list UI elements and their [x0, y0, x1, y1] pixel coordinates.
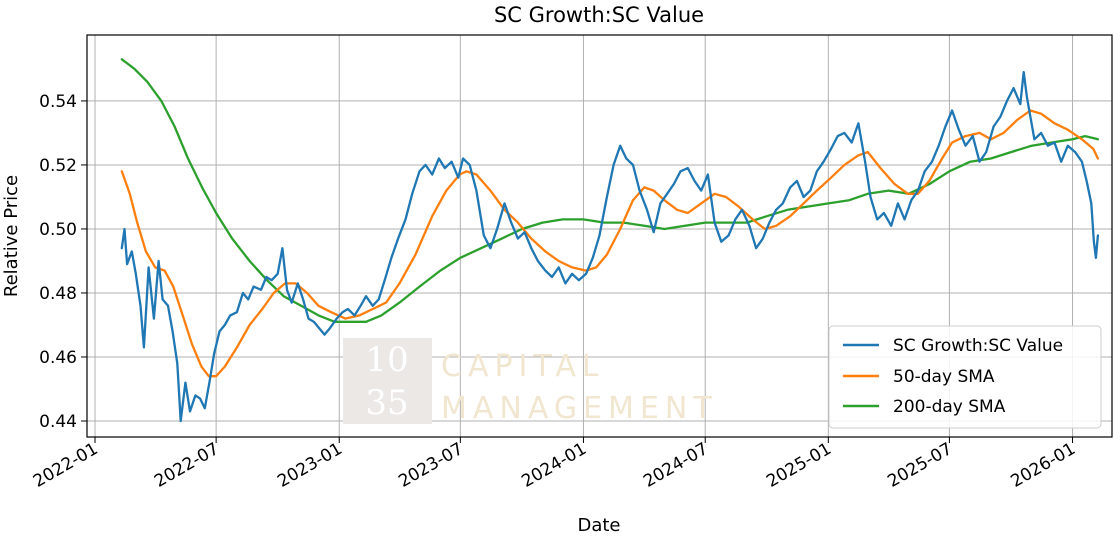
legend-label-sc-growth-sc-value: SC Growth:SC Value — [893, 336, 1063, 356]
watermark-logo-box — [343, 338, 432, 424]
y-axis-ticks: 0.44 0.46 0.48 0.50 0.52 0.54 — [39, 92, 87, 432]
y-tick-label: 0.52 — [39, 156, 77, 176]
legend-box — [828, 325, 1102, 429]
series-line-50-day-sma — [120, 109, 1100, 378]
y-tick-label: 0.46 — [39, 348, 77, 368]
chart-title: SC Growth:SC Value — [494, 3, 704, 27]
legend: SC Growth:SC Value 50-day SMA 200-day SM… — [828, 325, 1102, 429]
y-tick-label: 0.48 — [39, 284, 77, 304]
watermark-text-top: CAPITAL — [441, 349, 605, 384]
x-axis-label: Date — [577, 515, 620, 536]
y-axis-label: Relative Price — [1, 175, 22, 297]
watermark-text-bottom: MANAGEMENT — [441, 391, 718, 426]
y-tick-label: 0.50 — [39, 220, 77, 240]
watermark-logo-top: 10 — [365, 340, 408, 380]
legend-label-50-day-sma: 50-day SMA — [893, 367, 995, 387]
watermark-logo-bottom: 35 — [365, 383, 408, 423]
series-line-200-day-sma — [120, 58, 1100, 323]
y-tick-label: 0.54 — [39, 92, 77, 112]
watermark: 10 35 CAPITAL MANAGEMENT — [343, 338, 718, 426]
legend-label-200-day-sma: 200-day SMA — [893, 397, 1006, 417]
y-tick-label: 0.44 — [39, 412, 77, 432]
series-layer — [120, 58, 1100, 423]
series-line-sc-growth-sc-value — [120, 70, 1100, 423]
axes-frame — [86, 34, 1113, 438]
